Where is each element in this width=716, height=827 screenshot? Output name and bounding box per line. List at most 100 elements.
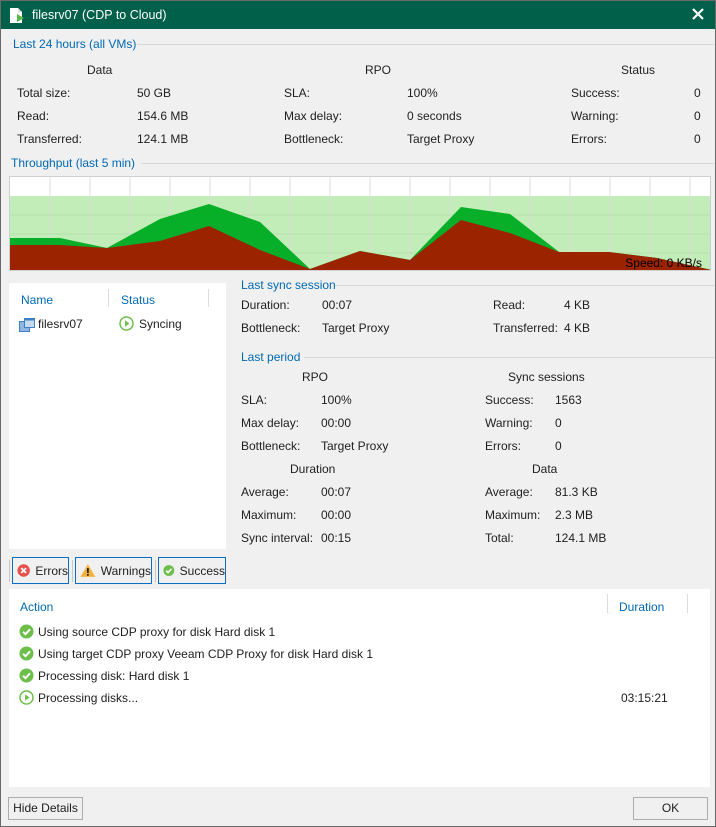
- sessions-errors-label: Errors:: [485, 439, 521, 453]
- toolbar-separator: [155, 560, 156, 582]
- column-separator[interactable]: [208, 289, 209, 307]
- action-text: Using target CDP proxy Veeam CDP Proxy f…: [38, 647, 374, 661]
- action-row[interactable]: Processing disk: Hard disk 1: [19, 667, 699, 685]
- action-log: Action Duration Using source CDP proxy f…: [9, 589, 710, 787]
- period-rpo-header: RPO: [302, 370, 329, 384]
- window-title: filesrv07 (CDP to Cloud): [32, 8, 167, 22]
- warning-value: 0: [694, 109, 701, 123]
- throughput-chart-svg: [10, 177, 710, 270]
- action-text: Processing disk: Hard disk 1: [38, 669, 190, 683]
- column-header-name[interactable]: Name: [21, 293, 54, 307]
- warnings-filter-label: Warnings: [100, 563, 151, 578]
- document-icon: [10, 8, 24, 23]
- warnings-filter-button[interactable]: Warnings: [75, 557, 152, 584]
- sync-bottleneck-label: Bottleneck:: [241, 321, 301, 335]
- play-circle-icon: [19, 690, 34, 705]
- play-circle-icon: [119, 316, 134, 331]
- action-text: Using source CDP proxy for disk Hard dis…: [38, 625, 276, 639]
- action-row[interactable]: Using target CDP proxy Veeam CDP Proxy f…: [19, 645, 699, 663]
- section-last-sync-session: Last sync session: [241, 278, 336, 292]
- data-maximum-value: 2.3 MB: [555, 508, 594, 522]
- action-text: Processing disks...: [38, 691, 139, 705]
- period-bottleneck-value: Target Proxy: [321, 439, 389, 453]
- data-header: Data: [87, 63, 113, 77]
- action-duration: 03:15:21: [621, 691, 668, 705]
- action-row[interactable]: Using source CDP proxy for disk Hard dis…: [19, 623, 699, 641]
- errors-label: Errors:: [571, 132, 607, 146]
- section-last-period: Last period: [241, 350, 301, 364]
- sync-read-value: 4 KB: [564, 298, 591, 312]
- sync-interval-value: 00:15: [321, 531, 352, 545]
- sync-duration-value: 00:07: [322, 298, 353, 312]
- errors-filter-label: Errors: [35, 563, 68, 578]
- warning-icon: [80, 564, 96, 577]
- column-separator[interactable]: [108, 289, 109, 307]
- period-sla-label: SLA:: [241, 393, 268, 407]
- success-filter-label: Success: [179, 563, 225, 578]
- success-value: 0: [694, 86, 701, 100]
- period-sla-value: 100%: [321, 393, 352, 407]
- status-header: Status: [621, 63, 656, 77]
- period-max-delay-value: 00:00: [321, 416, 352, 430]
- divider: [304, 357, 714, 358]
- success-check-icon: [163, 565, 175, 576]
- vm-name: filesrv07: [38, 317, 83, 331]
- column-header-action[interactable]: Action: [20, 600, 54, 614]
- sla-value: 100%: [407, 86, 438, 100]
- success-check-icon: [19, 668, 34, 683]
- sessions-warning-value: 0: [555, 416, 562, 430]
- divider: [137, 44, 714, 45]
- vm-list: Name Status filesrv07 Syncing: [9, 283, 226, 549]
- success-check-icon: [19, 624, 34, 639]
- action-row[interactable]: Processing disks... 03:15:21: [19, 689, 699, 707]
- vm-row-filesrv07[interactable]: filesrv07 Syncing: [19, 315, 219, 333]
- period-max-delay-label: Max delay:: [241, 416, 300, 430]
- sync-read-label: Read:: [493, 298, 526, 312]
- sync-transferred-label: Transferred:: [493, 321, 558, 335]
- sessions-errors-value: 0: [555, 439, 562, 453]
- divider: [141, 163, 714, 164]
- toolbar-separator: [72, 560, 73, 582]
- data-total-label: Total:: [485, 531, 514, 545]
- max-delay-value: 0 seconds: [407, 109, 462, 123]
- error-icon: [17, 564, 30, 577]
- column-header-status[interactable]: Status: [121, 293, 156, 307]
- errors-value: 0: [694, 132, 701, 146]
- vm-icon: [19, 318, 35, 332]
- bottleneck-label: Bottleneck:: [284, 132, 344, 146]
- speed-label: Speed: 0 KB/s: [625, 256, 702, 270]
- errors-filter-button[interactable]: Errors: [12, 557, 69, 584]
- transferred-area: [10, 220, 710, 270]
- rpo-header: RPO: [365, 63, 392, 77]
- duration-maximum-label: Maximum:: [241, 508, 297, 522]
- column-header-duration[interactable]: Duration: [619, 600, 665, 614]
- column-separator[interactable]: [607, 594, 608, 613]
- read-label: Read:: [17, 109, 50, 123]
- toolbar-separator: [9, 560, 10, 582]
- bottleneck-value: Target Proxy: [407, 132, 475, 146]
- vm-status: Syncing: [139, 317, 182, 331]
- max-delay-label: Max delay:: [284, 109, 343, 123]
- period-data-header: Data: [532, 462, 558, 476]
- section-last-24-hours: Last 24 hours (all VMs): [13, 37, 137, 51]
- data-average-value: 81.3 KB: [555, 485, 598, 499]
- sync-transferred-value: 4 KB: [564, 321, 591, 335]
- transferred-label: Transferred:: [17, 132, 82, 146]
- column-separator[interactable]: [687, 594, 688, 613]
- success-filter-button[interactable]: Success: [158, 557, 226, 584]
- success-label: Success:: [571, 86, 620, 100]
- duration-average-label: Average:: [241, 485, 289, 499]
- duration-average-value: 00:07: [321, 485, 352, 499]
- total-size-label: Total size:: [17, 86, 71, 100]
- success-check-icon: [19, 646, 34, 661]
- sync-bottleneck-value: Target Proxy: [322, 321, 390, 335]
- close-icon[interactable]: [691, 7, 705, 21]
- duration-maximum-value: 00:00: [321, 508, 352, 522]
- period-bottleneck-label: Bottleneck:: [241, 439, 301, 453]
- hide-details-button[interactable]: Hide Details: [8, 797, 83, 820]
- ok-button[interactable]: OK: [633, 797, 708, 820]
- sync-sessions-header: Sync sessions: [508, 370, 585, 384]
- sla-label: SLA:: [284, 86, 311, 100]
- data-total-value: 124.1 MB: [555, 531, 607, 545]
- sessions-success-label: Success:: [485, 393, 534, 407]
